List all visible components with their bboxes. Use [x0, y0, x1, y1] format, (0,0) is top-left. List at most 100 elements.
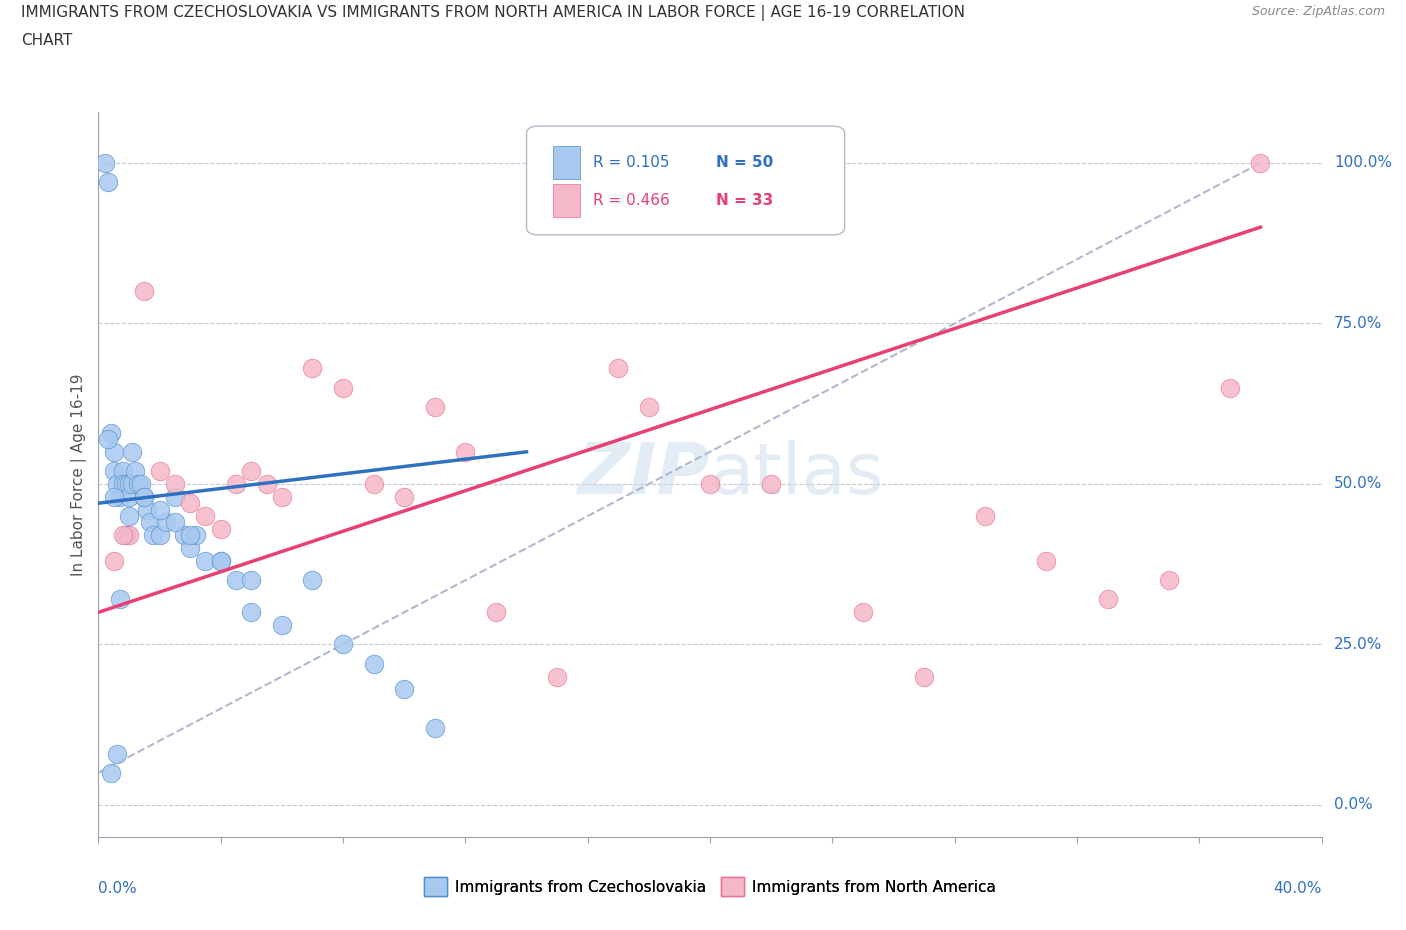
- Point: [149, 464, 172, 479]
- Point: [194, 509, 217, 524]
- Point: [209, 553, 232, 568]
- Text: R = 0.105: R = 0.105: [592, 155, 669, 170]
- Point: [363, 476, 385, 491]
- Text: atlas: atlas: [710, 440, 884, 509]
- Point: [103, 553, 125, 568]
- Point: [209, 522, 232, 537]
- Point: [100, 425, 122, 440]
- Point: [108, 489, 131, 504]
- Point: [240, 464, 263, 479]
- Point: [270, 618, 294, 632]
- Point: [637, 400, 661, 415]
- Point: [179, 528, 201, 543]
- Point: [256, 476, 278, 491]
- Point: [118, 509, 141, 524]
- Point: [142, 528, 165, 543]
- Point: [301, 361, 323, 376]
- Point: [103, 464, 125, 479]
- Point: [209, 553, 232, 568]
- Point: [332, 380, 354, 395]
- Text: CHART: CHART: [21, 33, 73, 47]
- Point: [392, 489, 416, 504]
- Point: [105, 746, 128, 761]
- Point: [108, 592, 131, 607]
- Point: [179, 496, 201, 511]
- Point: [1250, 155, 1272, 170]
- Point: [163, 476, 186, 491]
- Text: ZIP: ZIP: [578, 440, 710, 509]
- Point: [173, 528, 195, 543]
- Point: [134, 489, 156, 504]
- Point: [301, 573, 323, 588]
- Point: [225, 573, 247, 588]
- Point: [186, 528, 208, 543]
- Point: [423, 721, 446, 736]
- Text: N = 50: N = 50: [716, 155, 773, 170]
- Point: [240, 604, 263, 619]
- Point: [149, 528, 172, 543]
- FancyBboxPatch shape: [526, 126, 845, 235]
- Point: [761, 476, 783, 491]
- Point: [392, 682, 416, 697]
- Text: 40.0%: 40.0%: [1274, 881, 1322, 896]
- FancyBboxPatch shape: [554, 146, 581, 179]
- Point: [1157, 573, 1180, 588]
- Point: [97, 175, 120, 190]
- Point: [155, 515, 177, 530]
- Text: 0.0%: 0.0%: [1334, 797, 1372, 813]
- Point: [485, 604, 508, 619]
- Text: Source: ZipAtlas.com: Source: ZipAtlas.com: [1251, 5, 1385, 18]
- Point: [225, 476, 247, 491]
- Point: [105, 476, 128, 491]
- Point: [240, 573, 263, 588]
- Point: [270, 489, 294, 504]
- Point: [129, 476, 152, 491]
- Point: [912, 669, 935, 684]
- Point: [103, 445, 125, 459]
- Point: [124, 464, 146, 479]
- Point: [163, 515, 186, 530]
- Text: IMMIGRANTS FROM CZECHOSLOVAKIA VS IMMIGRANTS FROM NORTH AMERICA IN LABOR FORCE |: IMMIGRANTS FROM CZECHOSLOVAKIA VS IMMIGR…: [21, 5, 965, 20]
- Point: [118, 528, 141, 543]
- Point: [118, 489, 141, 504]
- Point: [1097, 592, 1119, 607]
- Point: [111, 464, 134, 479]
- Point: [149, 502, 172, 517]
- FancyBboxPatch shape: [554, 184, 581, 217]
- Point: [115, 476, 138, 491]
- Point: [97, 432, 120, 446]
- Point: [111, 528, 134, 543]
- Text: R = 0.466: R = 0.466: [592, 193, 669, 208]
- Point: [1219, 380, 1241, 395]
- Text: 50.0%: 50.0%: [1334, 476, 1382, 491]
- Point: [93, 155, 115, 170]
- Point: [699, 476, 721, 491]
- Point: [1035, 553, 1057, 568]
- Point: [136, 502, 159, 517]
- Point: [974, 509, 997, 524]
- Point: [363, 657, 385, 671]
- Point: [118, 476, 141, 491]
- Point: [121, 476, 143, 491]
- Text: N = 33: N = 33: [716, 193, 773, 208]
- Point: [607, 361, 630, 376]
- Point: [100, 765, 122, 780]
- Text: 100.0%: 100.0%: [1334, 155, 1392, 170]
- Point: [121, 445, 143, 459]
- Text: 0.0%: 0.0%: [98, 881, 138, 896]
- Point: [134, 489, 156, 504]
- Text: 75.0%: 75.0%: [1334, 316, 1382, 331]
- Legend: Immigrants from Czechoslovakia, Immigrants from North America: Immigrants from Czechoslovakia, Immigran…: [418, 871, 1002, 902]
- Point: [134, 284, 156, 299]
- Point: [163, 489, 186, 504]
- Y-axis label: In Labor Force | Age 16-19: In Labor Force | Age 16-19: [72, 373, 87, 576]
- Point: [127, 476, 149, 491]
- Point: [179, 540, 201, 555]
- Point: [194, 553, 217, 568]
- Point: [852, 604, 875, 619]
- Text: 25.0%: 25.0%: [1334, 637, 1382, 652]
- Point: [115, 528, 138, 543]
- Point: [423, 400, 446, 415]
- Point: [111, 476, 134, 491]
- Point: [139, 515, 162, 530]
